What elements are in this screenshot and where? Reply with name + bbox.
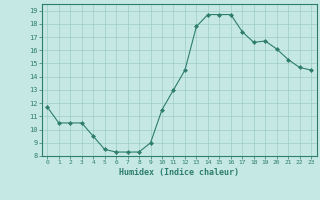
X-axis label: Humidex (Indice chaleur): Humidex (Indice chaleur) (119, 168, 239, 177)
